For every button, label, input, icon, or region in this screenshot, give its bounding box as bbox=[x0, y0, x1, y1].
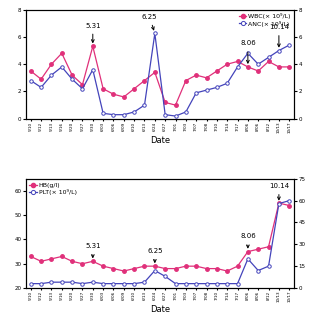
Text: 10.14: 10.14 bbox=[269, 183, 289, 200]
X-axis label: Date: Date bbox=[150, 136, 170, 145]
Text: 5.31: 5.31 bbox=[85, 243, 100, 258]
Text: 5.31: 5.31 bbox=[85, 23, 100, 43]
Text: 8.06: 8.06 bbox=[240, 234, 256, 248]
Text: 10.14: 10.14 bbox=[269, 24, 289, 47]
X-axis label: Date: Date bbox=[150, 305, 170, 314]
Legend: HB(g/l), PLT(× 10⁹/L): HB(g/l), PLT(× 10⁹/L) bbox=[29, 182, 77, 196]
Text: 8.06: 8.06 bbox=[240, 40, 256, 63]
Text: 6.25: 6.25 bbox=[142, 14, 157, 30]
Text: 6.25: 6.25 bbox=[147, 248, 163, 262]
Legend: WBC(× 10⁹/L), ANC(× 10⁹/L): WBC(× 10⁹/L), ANC(× 10⁹/L) bbox=[238, 13, 291, 27]
